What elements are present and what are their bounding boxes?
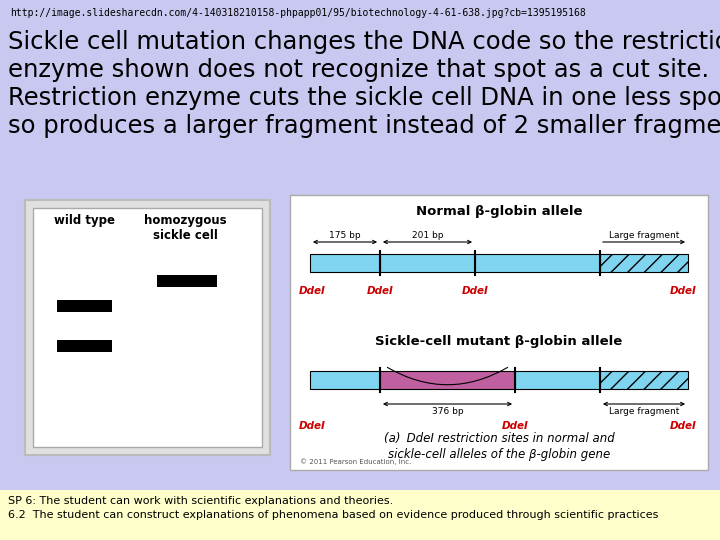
Text: 376 bp: 376 bp bbox=[432, 407, 463, 416]
FancyBboxPatch shape bbox=[290, 195, 708, 470]
Bar bbox=[600, 254, 688, 272]
Text: SP 6: The student can work with scientific explanations and theories.: SP 6: The student can work with scientif… bbox=[8, 496, 393, 506]
Bar bbox=[475, 254, 600, 272]
Text: 201 bp: 201 bp bbox=[412, 231, 444, 240]
Bar bbox=[57, 340, 112, 352]
Text: so produces a larger fragment instead of 2 smaller fragments.: so produces a larger fragment instead of… bbox=[8, 114, 720, 138]
Text: DdeI: DdeI bbox=[670, 286, 696, 296]
Text: DdeI: DdeI bbox=[299, 421, 325, 431]
Bar bbox=[0, 490, 720, 540]
Bar bbox=[310, 254, 380, 272]
Text: (a)  DdeI restriction sites in normal and: (a) DdeI restriction sites in normal and bbox=[384, 432, 614, 445]
Text: http://image.slidesharecdn.com/4-140318210158-phpapp01/95/biotechnology-4-61-638: http://image.slidesharecdn.com/4-1403182… bbox=[10, 8, 586, 18]
Bar bbox=[380, 371, 515, 389]
FancyBboxPatch shape bbox=[33, 208, 262, 447]
Bar bbox=[310, 371, 380, 389]
Bar bbox=[515, 371, 600, 389]
Text: DdeI: DdeI bbox=[366, 286, 393, 296]
Text: Large fragment: Large fragment bbox=[609, 231, 679, 240]
Text: Sickle-cell mutant β-globin allele: Sickle-cell mutant β-globin allele bbox=[375, 335, 623, 348]
Text: 175 bp: 175 bp bbox=[329, 231, 361, 240]
Bar bbox=[380, 254, 475, 272]
Text: sickle-cell alleles of the β-globin gene: sickle-cell alleles of the β-globin gene bbox=[388, 448, 610, 461]
Bar bbox=[600, 371, 688, 389]
Bar bbox=[57, 300, 112, 312]
Text: DdeI: DdeI bbox=[462, 286, 488, 296]
Text: DdeI: DdeI bbox=[502, 421, 528, 431]
Text: Sickle cell mutation changes the DNA code so the restriction: Sickle cell mutation changes the DNA cod… bbox=[8, 30, 720, 54]
Text: Normal β-globin allele: Normal β-globin allele bbox=[415, 205, 582, 218]
Text: Large fragment: Large fragment bbox=[609, 407, 679, 416]
FancyBboxPatch shape bbox=[25, 200, 270, 455]
Text: DdeI: DdeI bbox=[299, 286, 325, 296]
Text: enzyme shown does not recognize that spot as a cut site.: enzyme shown does not recognize that spo… bbox=[8, 58, 709, 82]
Text: DdeI: DdeI bbox=[670, 421, 696, 431]
Bar bbox=[157, 275, 217, 287]
Text: © 2011 Pearson Education, Inc.: © 2011 Pearson Education, Inc. bbox=[300, 458, 411, 465]
Text: Restriction enzyme cuts the sickle cell DNA in one less spot: Restriction enzyme cuts the sickle cell … bbox=[8, 86, 720, 110]
Text: homozygous
sickle cell: homozygous sickle cell bbox=[144, 214, 226, 242]
Text: wild type: wild type bbox=[55, 214, 115, 227]
Text: 6.2  The student can construct explanations of phenomena based on evidence produ: 6.2 The student can construct explanatio… bbox=[8, 510, 658, 520]
